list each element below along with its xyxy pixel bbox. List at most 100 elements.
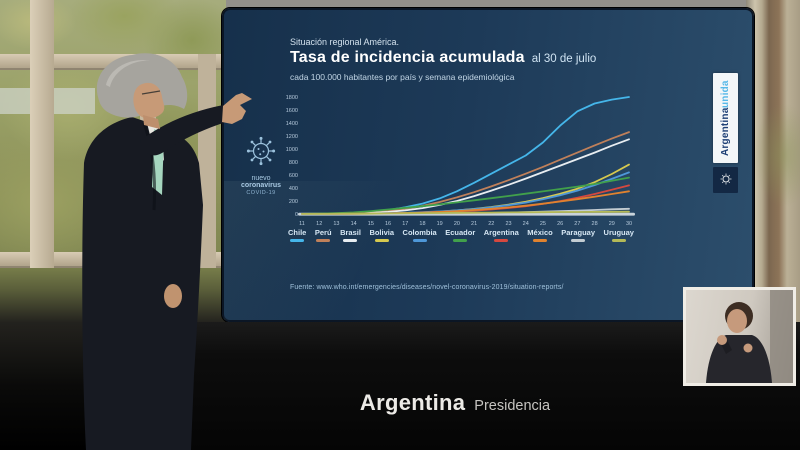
chart-legend: Chile Perú Brasil Bolivia Colombia Ecuador Arg… [288, 228, 634, 242]
y-tick-label: 800 [289, 160, 298, 166]
legend-item-Paraguay: Paraguay [561, 228, 595, 242]
slide-subtitle: cada 100.000 habitantes por país y seman… [290, 72, 515, 82]
legend-label: Paraguay [561, 228, 596, 237]
x-tick-label: 15 [368, 221, 374, 227]
series-line-Ecuador [301, 176, 630, 215]
x-tick-label: 11 [299, 221, 305, 227]
argentina-unida-banner: Argentina unida [713, 73, 738, 163]
legend-label: México [527, 228, 553, 237]
slide-title-row: Tasa de incidencia acumulada al 30 de jul… [290, 49, 596, 67]
sun-emblem-icon [713, 167, 738, 193]
legend-color-dash [343, 239, 358, 242]
interpreter-face [727, 309, 747, 333]
banner-text-main: Argentina [720, 107, 731, 157]
legend-item-México: México [527, 228, 553, 242]
series-line-Uruguay [301, 210, 630, 215]
legend-item-Colombia: Colombia [403, 228, 437, 242]
interpreter-figure [706, 290, 793, 383]
x-tick-label: 28 [592, 221, 598, 227]
legend-color-dash [412, 239, 427, 242]
slide-title: Tasa de incidencia acumulada [290, 49, 525, 66]
legend-label: Perú [314, 228, 332, 237]
legend-label: Bolivia [369, 228, 395, 237]
y-tick-label: 0 [295, 212, 298, 218]
y-tick-label: 1200 [286, 134, 298, 140]
x-tick-label: 12 [316, 221, 322, 227]
legend-color-dash [453, 239, 468, 242]
slide-title-date: al 30 de julio [531, 53, 597, 65]
x-tick-label: 19 [437, 221, 443, 227]
presenter-suit [82, 117, 203, 450]
footer-brand-suffix: Presidencia [474, 398, 551, 414]
y-tick-label: 600 [289, 173, 298, 179]
x-tick-label: 27 [574, 221, 580, 227]
x-tick-label: 13 [333, 221, 339, 227]
incidence-line-chart: 0 200 400 600 800 1000 1200 1400 1600 1800 11 12 13 1… [286, 95, 635, 227]
legend-item-Chile: Chile [288, 228, 306, 242]
legend-color-dash [374, 239, 389, 242]
legend-item-Uruguay: Uruguay [604, 228, 634, 242]
x-tick-label: 30 [626, 221, 632, 227]
legend-label: Brasil [340, 228, 361, 237]
legend-label: Ecuador [445, 228, 476, 237]
x-tick-label: 26 [557, 221, 563, 227]
legend-color-dash [290, 239, 305, 242]
legend-item-Perú: Perú [315, 228, 332, 242]
presenter-hair-highlight [106, 60, 150, 87]
legend-label: Uruguay [603, 228, 634, 237]
x-tick-label: 17 [402, 221, 408, 227]
x-tick-label: 14 [351, 221, 357, 227]
legend-color-dash [494, 239, 509, 242]
footer-brand-main: Argentina [359, 390, 466, 415]
legend-item-Ecuador: Ecuador [445, 228, 475, 242]
x-tick-label: 20 [454, 221, 460, 227]
presenter-glasses [141, 90, 161, 95]
legend-label: Chile [288, 228, 307, 237]
legend-color-dash [316, 239, 331, 242]
x-tick-label: 25 [540, 221, 546, 227]
banner-text-accent: unida [720, 79, 731, 108]
y-tick-label: 200 [289, 199, 298, 205]
series-line-Brasil [301, 138, 630, 215]
legend-label: Colombia [402, 228, 437, 237]
tv-screen: Situación regional América. Tasa de inci… [222, 8, 754, 322]
x-tick-label: 29 [609, 221, 615, 227]
x-tick-label: 16 [385, 221, 391, 227]
x-tick-label: 24 [523, 221, 529, 227]
presenter-lapel [142, 122, 156, 211]
covid-badge: nuevo coronavirus COVID-19 [230, 134, 292, 196]
footer-brand: Argentina Presidencia [155, 390, 755, 416]
y-tick-label: 1000 [286, 147, 298, 153]
interpreter-body [706, 335, 772, 383]
source-note: Fuente: www.who.int/emergencies/diseases… [290, 284, 564, 291]
presenter-pointing-hand [222, 93, 252, 124]
legend-item-Bolivia: Bolivia [369, 228, 394, 242]
interpreter-hand-left [743, 343, 753, 353]
legend-label: Argentina [483, 228, 519, 237]
y-tick-label: 1400 [286, 121, 298, 127]
coronavirus-icon [246, 136, 276, 166]
series-line-Colombia [301, 171, 630, 215]
window-post [30, 0, 54, 270]
sign-language-interpreter [683, 287, 796, 386]
presenter [82, 53, 252, 450]
x-tick-label: 22 [488, 221, 494, 227]
interpreter-hand-right [717, 335, 727, 345]
legend-color-dash [533, 239, 548, 242]
slide-kicker: Situación regional América. [290, 37, 400, 47]
x-tick-label: 23 [505, 221, 511, 227]
y-tick-label: 1600 [286, 108, 298, 114]
x-tick-label: 18 [419, 221, 425, 227]
legend-item-Argentina: Argentina [484, 228, 519, 242]
legend-item-Brasil: Brasil [340, 228, 361, 242]
y-tick-label: 1800 [286, 95, 298, 101]
presenter-neck [143, 115, 160, 129]
legend-color-dash [611, 239, 626, 242]
presenter-raised-arm [140, 104, 230, 156]
legend-color-dash [571, 239, 586, 242]
covid-badge-line2: coronavirus [240, 182, 282, 189]
covid-badge-line3: COVID-19 [246, 190, 276, 196]
x-tick-label: 21 [471, 221, 477, 227]
presenter-left-hand [164, 284, 182, 308]
